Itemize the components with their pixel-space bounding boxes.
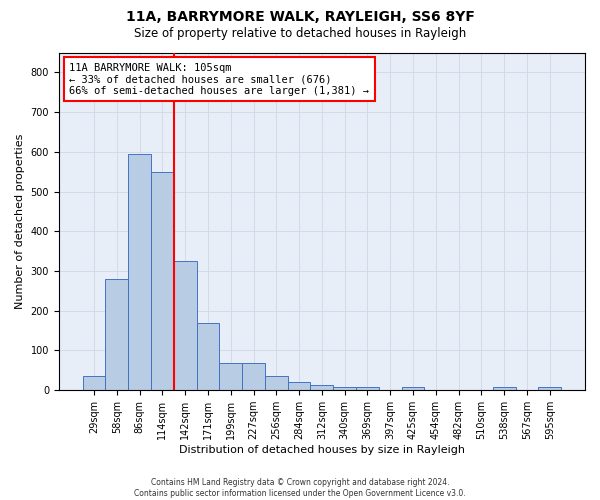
Text: 11A, BARRYMORE WALK, RAYLEIGH, SS6 8YF: 11A, BARRYMORE WALK, RAYLEIGH, SS6 8YF: [125, 10, 475, 24]
Bar: [174, 261, 197, 390]
Bar: [128, 154, 151, 390]
Bar: [333, 388, 356, 390]
Bar: [356, 388, 379, 390]
Text: Contains HM Land Registry data © Crown copyright and database right 2024.
Contai: Contains HM Land Registry data © Crown c…: [134, 478, 466, 498]
Bar: [197, 322, 220, 390]
Bar: [220, 363, 242, 390]
Bar: [83, 376, 106, 390]
Bar: [493, 387, 515, 390]
X-axis label: Distribution of detached houses by size in Rayleigh: Distribution of detached houses by size …: [179, 445, 465, 455]
Bar: [401, 387, 424, 390]
Bar: [538, 387, 561, 390]
Text: 11A BARRYMORE WALK: 105sqm
← 33% of detached houses are smaller (676)
66% of sem: 11A BARRYMORE WALK: 105sqm ← 33% of deta…: [70, 62, 370, 96]
Bar: [265, 376, 288, 390]
Bar: [151, 172, 174, 390]
Bar: [288, 382, 310, 390]
Y-axis label: Number of detached properties: Number of detached properties: [15, 134, 25, 309]
Bar: [242, 363, 265, 390]
Bar: [310, 386, 333, 390]
Text: Size of property relative to detached houses in Rayleigh: Size of property relative to detached ho…: [134, 28, 466, 40]
Bar: [106, 279, 128, 390]
